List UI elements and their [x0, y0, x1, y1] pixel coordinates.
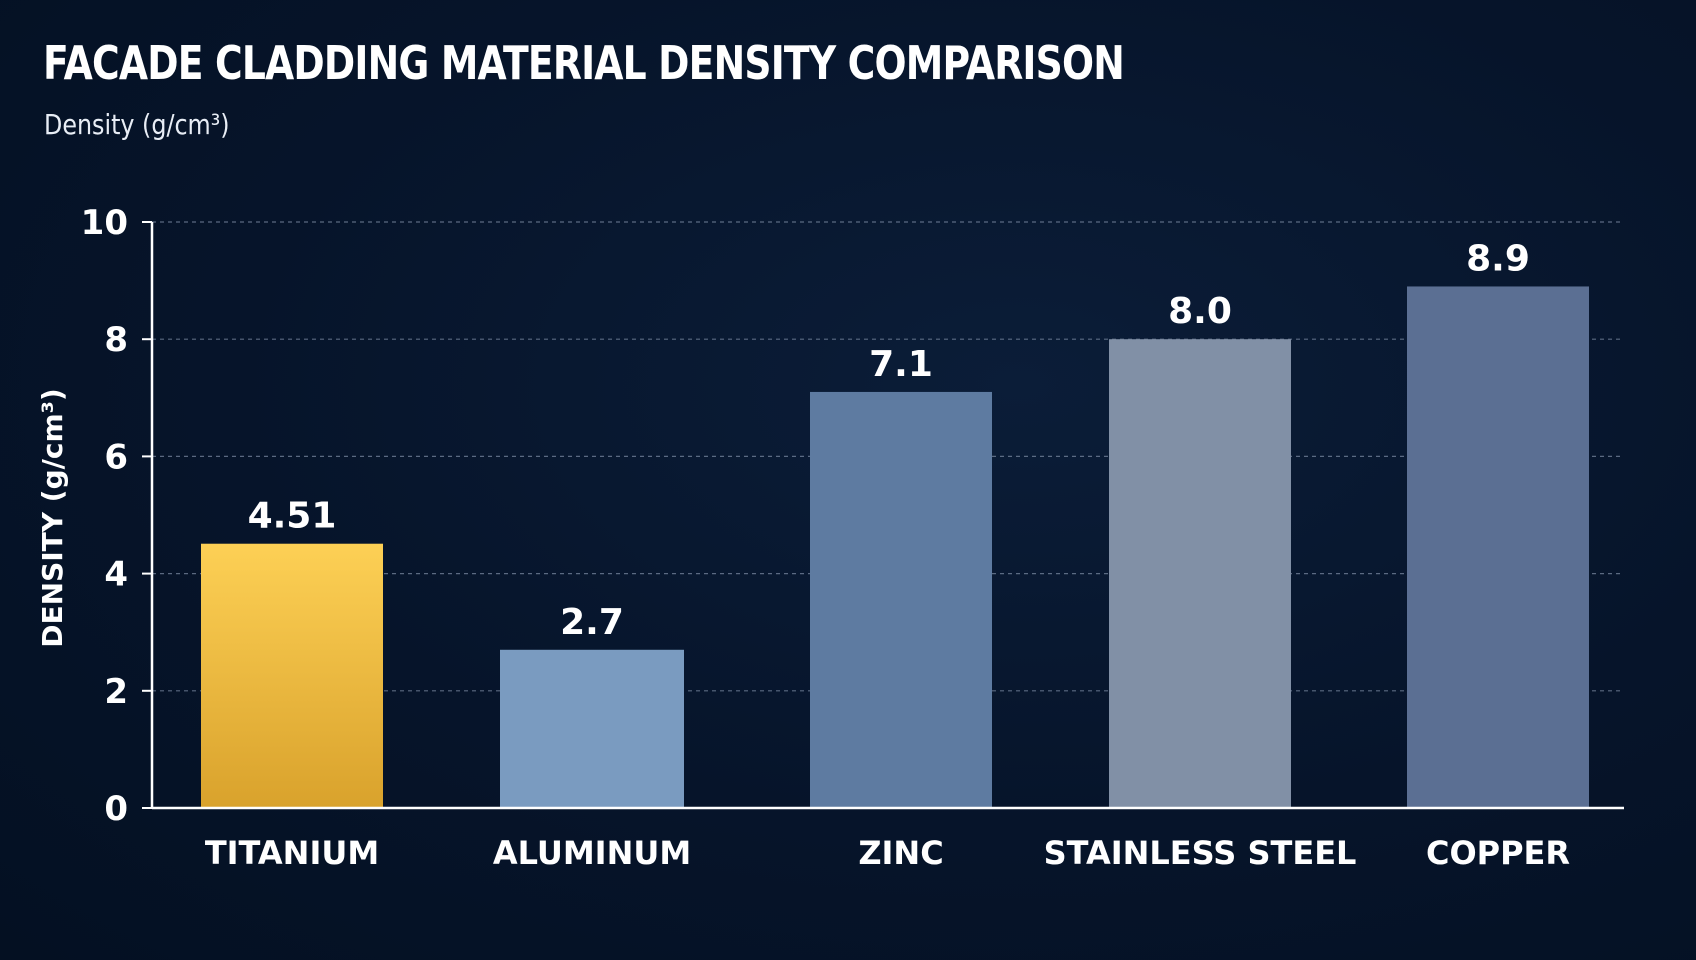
y-tick-label: 10	[81, 203, 128, 243]
y-axis-label: DENSITY (g/cm³)	[36, 388, 69, 647]
y-tick-label: 0	[104, 789, 128, 829]
data-label: 8.0	[1168, 291, 1232, 332]
chart-title: FACADE CLADDING MATERIAL DENSITY COMPARI…	[43, 36, 1125, 90]
bar-titanium	[201, 543, 383, 808]
bar-aluminum	[500, 649, 684, 808]
data-label: 4.51	[248, 496, 337, 537]
labels: 0 2 4 6 8 10 4.51 TITANIUM 2.7 ALUMINUM 7.1 ZINC 8.0…	[81, 203, 1570, 872]
bar-stainless-steel	[1109, 339, 1291, 808]
bar-zinc	[810, 391, 992, 808]
axes	[142, 221, 1624, 810]
y-tick-label: 2	[104, 672, 128, 712]
data-label: 7.1	[869, 344, 933, 385]
chart-subtitle: Density (g/cm³)	[44, 108, 230, 141]
y-tick-label: 6	[104, 437, 128, 477]
x-tick-label: ALUMINUM	[493, 834, 691, 872]
bars	[201, 286, 1589, 809]
y-tick-label: 8	[104, 320, 128, 360]
data-label: 8.9	[1466, 238, 1530, 279]
x-tick-label: STAINLESS STEEL	[1044, 834, 1357, 872]
bar-copper	[1407, 286, 1589, 809]
x-tick-label: TITANIUM	[205, 834, 379, 872]
x-tick-label: ZINC	[858, 834, 943, 872]
y-tick-label: 4	[104, 555, 128, 595]
x-tick-label: COPPER	[1426, 834, 1570, 872]
data-label: 2.7	[560, 602, 624, 643]
